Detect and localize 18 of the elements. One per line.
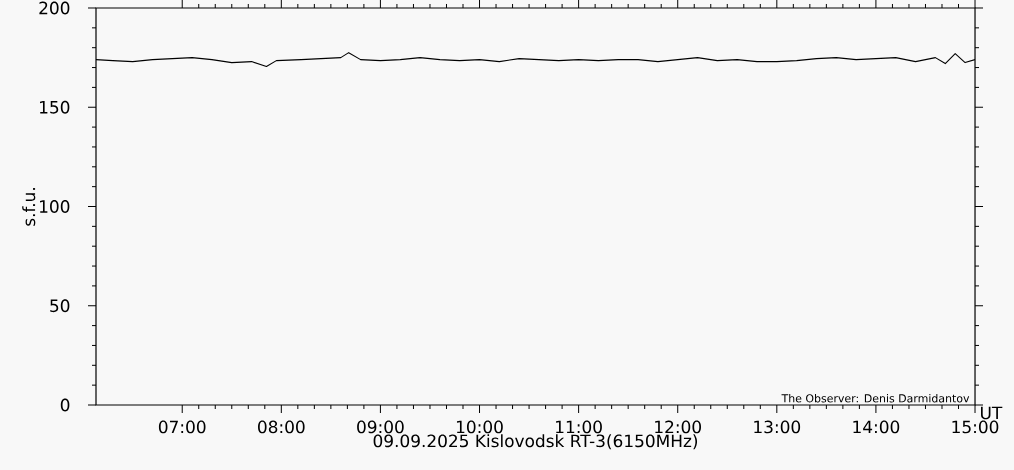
x-tick-label: 14:00 xyxy=(853,420,900,434)
x-tick-label: 08:00 xyxy=(258,420,305,434)
x-tick-label: 13:00 xyxy=(754,420,801,434)
x-tick-label: 12:00 xyxy=(655,420,701,434)
annotation: The Observer: Denis Darmidantov xyxy=(781,394,970,403)
x-tick-label: 11:00 xyxy=(556,420,602,434)
x-tick-label: 10:00 xyxy=(456,420,503,434)
x-tick-label: 09:00 xyxy=(357,420,404,434)
x-axis-title: 09.09.2025 Kislovodsk RT-3(6150MHz) xyxy=(373,434,698,450)
y-tick-label: 150 xyxy=(40,100,70,114)
y-tick-label: 100 xyxy=(40,200,70,213)
y-tick-label: 50 xyxy=(50,299,70,313)
text: UT xyxy=(981,406,1003,420)
y-axis-title: s.f.u. xyxy=(22,188,36,226)
x-tick-label: 07:00 xyxy=(158,420,206,434)
x-tick-label: 15:00 xyxy=(952,420,999,434)
y-tick-label: 0 xyxy=(60,398,70,412)
y-tick-label: 200 xyxy=(39,1,70,15)
